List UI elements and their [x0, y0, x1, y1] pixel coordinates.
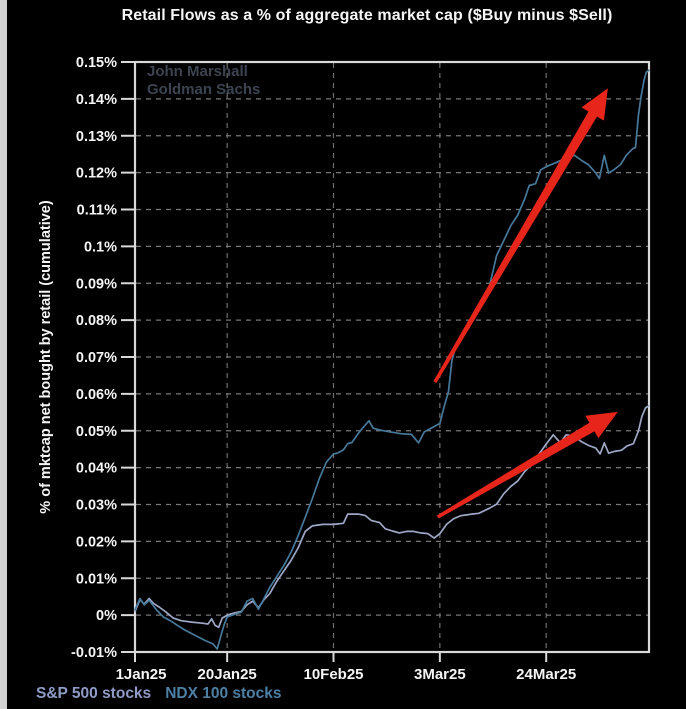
y-tick-label: 0.14%	[76, 92, 117, 108]
legend-item-sp500: S&P 500 stocks	[36, 685, 152, 702]
watermark-line2: Goldman Sachs	[147, 81, 261, 98]
y-tick-label: 0.05%	[76, 424, 117, 440]
chart-legend: S&P 500 stocks NDX 100 stocks	[36, 685, 282, 703]
y-tick-label: 0.08%	[76, 313, 117, 329]
y-tick-label: 0.06%	[76, 387, 117, 403]
y-tick-label: 0.13%	[76, 129, 117, 145]
y-tick-label: 0.11%	[77, 203, 117, 219]
ndx-100-stocks-line	[134, 69, 650, 650]
y-tick-label: 0.07%	[76, 350, 117, 366]
x-tick-label: 3Mar25	[414, 666, 466, 683]
y-tick-label: 0.01%	[76, 571, 117, 587]
trend-arrow	[436, 411, 618, 519]
chart-title: Retail Flows as a % of aggregate market …	[121, 7, 613, 24]
s-p-500-stocks-line	[134, 404, 650, 629]
y-tick-label: 0%	[96, 608, 117, 624]
x-tick-label: 1Jan25	[116, 666, 167, 683]
watermark: John Marshall Goldman Sachs	[147, 63, 260, 99]
y-tick-label: 0.02%	[76, 534, 117, 550]
watermark-line1: John Marshall	[147, 63, 248, 80]
x-tick-label: 24Mar25	[516, 666, 576, 683]
y-tick-label: 0.1%	[84, 239, 117, 255]
y-tick-label: -0.01%	[71, 645, 117, 661]
y-tick-label: 0.04%	[76, 461, 117, 477]
y-tick-label: 0.03%	[76, 498, 117, 514]
legend-item-ndx100: NDX 100 stocks	[165, 685, 282, 702]
y-tick-label: 0.15%	[76, 55, 117, 71]
y-tick-label: 0.12%	[76, 166, 117, 182]
x-tick-label: 20Jan25	[198, 666, 257, 683]
y-axis-label: % of mktcap net bought by retail (cumula…	[38, 200, 54, 514]
y-tick-label: 0.09%	[76, 276, 117, 292]
x-tick-label: 10Feb25	[303, 666, 363, 683]
trend-arrow	[433, 88, 608, 383]
window-edge	[0, 0, 7, 709]
